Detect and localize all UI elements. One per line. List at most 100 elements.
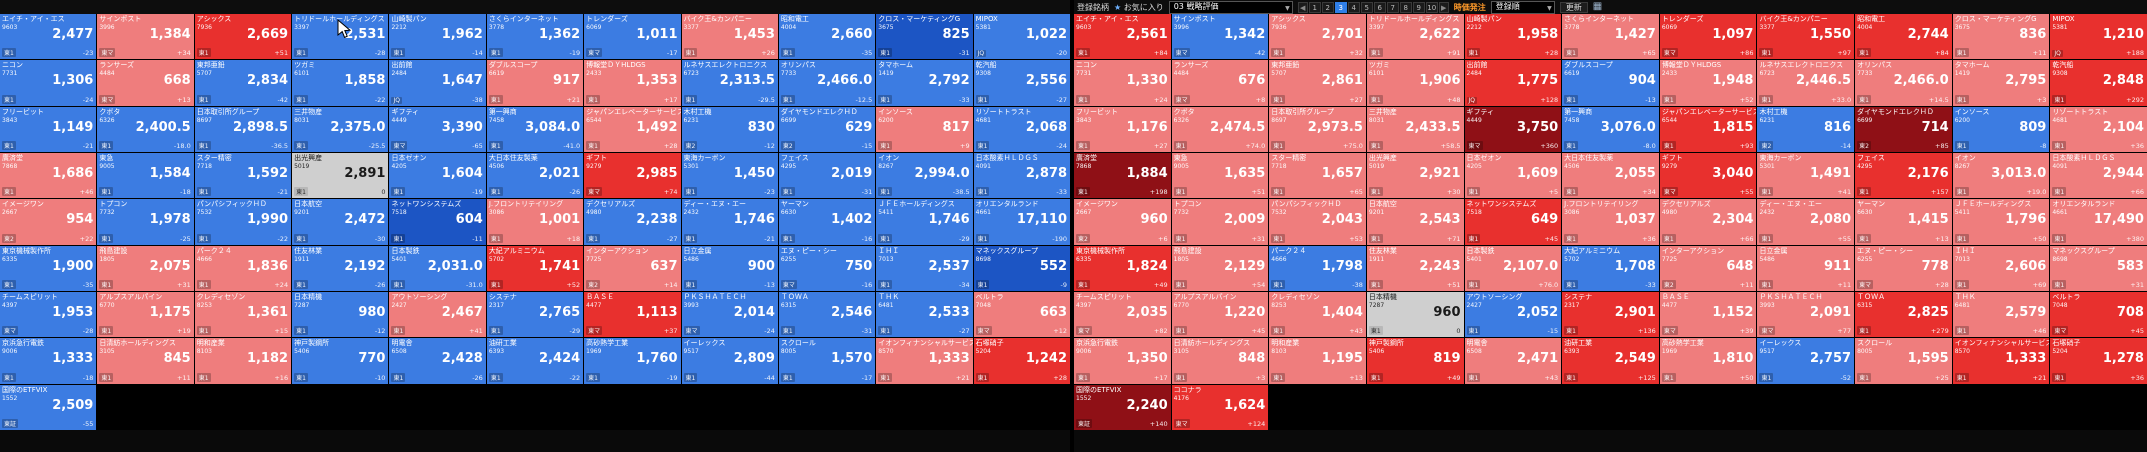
stock-tile[interactable]: 東急 9005 1,584 -18 東1	[97, 152, 194, 199]
stock-tile[interactable]: ディー・エヌ・エー 2432 1,746 -21 東1	[681, 199, 778, 245]
stock-tile[interactable]: 日本航空 9201 2,472 -30 東1	[292, 199, 389, 245]
stock-tile[interactable]: フリービット 3843 1,176 +27 東1	[1074, 106, 1171, 152]
stock-tile[interactable]: 油研工業 6393 2,424 -22 東1	[486, 338, 584, 384]
stock-tile[interactable]: クロス・マーケティングG 3675 825 -31 東1	[876, 14, 973, 60]
stock-tile[interactable]: アシックス 7936 2,701 +32 東1	[1269, 14, 1366, 60]
stock-tile[interactable]: デクセリアルズ 4980 2,304 +66 東1	[1659, 199, 1757, 245]
stock-tile[interactable]: トリドールホールディングス 3397 2,622 +91 東1	[1366, 14, 1464, 60]
page-button[interactable]: 8	[1399, 1, 1412, 13]
stock-tile[interactable]: スクロール 8005 1,570 -17 東1	[778, 338, 876, 384]
stock-tile[interactable]: 東急 9005 1,635 +51 東1	[1171, 152, 1269, 199]
stock-tile[interactable]: イメージワン 2667 960 +6 東2	[1074, 199, 1171, 245]
stock-tile[interactable]: 飛島建設 1805 2,075 +31 東1	[97, 245, 194, 291]
refresh-button[interactable]: 更新	[1559, 1, 1588, 13]
stock-tile[interactable]: システナ 2317 2,901 +136 東1	[1562, 291, 1659, 338]
stock-tile[interactable]: 明電舎 6508 2,428 -26 東1	[389, 338, 486, 384]
stock-tile[interactable]: サインポスト 3996 1,342 -42 東マ	[1171, 14, 1269, 60]
stock-tile[interactable]: 京浜急行電鉄 9006 1,350 +17 東1	[1074, 338, 1171, 384]
stock-tile[interactable]: 日清紡ホールディングス 3105 845 +11 東1	[97, 338, 194, 384]
stock-tile[interactable]: ダイヤモンドエレクＨＤ 6699 629 -15 東2	[778, 106, 876, 152]
stock-tile[interactable]: 神戸製鋼所 5406 819 +49 東1	[1366, 338, 1464, 384]
stock-tile[interactable]: 日本酸素ＨＬＤＧＳ 4091 2,878 -33 東1	[973, 152, 1070, 199]
stock-tile[interactable]: マネックスグループ 8698 552 -9 東1	[973, 245, 1070, 291]
stock-tile[interactable]: クボタ 6326 2,474.5 +74.0 東1	[1171, 106, 1269, 152]
stock-tile[interactable]: クレディセゾン 8253 1,404 +43 東1	[1269, 291, 1366, 338]
stock-tile[interactable]: 日本酸素ＨＬＤＧＳ 4091 2,944 +66 東1	[2050, 152, 2147, 199]
stock-tile[interactable]: ツガミ 6101 1,906 +48 東1	[1366, 60, 1464, 106]
stock-tile[interactable]: 東京機械製作所 6335 1,900 -35 東1	[0, 245, 97, 291]
stock-tile[interactable]: トレンダーズ 6069 1,011 -17 東マ	[584, 14, 681, 60]
stock-tile[interactable]: オリンパス 7733 2,466.0 +14.5 東1	[1855, 60, 1952, 106]
stock-tile[interactable]: ジャパンエレベーターサービスＨＤ6544 1,492 +28 東1	[584, 106, 681, 152]
stock-tile[interactable]: サインポスト 3996 1,384 +34 東マ	[97, 14, 194, 60]
stock-tile[interactable]: イーレックス 9517 2,809 -44 東1	[681, 338, 778, 384]
stock-tile[interactable]: ギフト 9279 3,040 +55 東マ	[1659, 152, 1757, 199]
stock-tile[interactable]: マネックスグループ 8698 583 +31 東1	[2050, 245, 2147, 291]
stock-tile[interactable]: スター精密 7718 1,657 +65 東1	[1269, 152, 1366, 199]
stock-tile[interactable]: ヤーマン 6630 1,415 +13 東1	[1855, 199, 1952, 245]
stock-tile[interactable]: 木村工機 6231 830 -12 東2	[681, 106, 778, 152]
sort-select[interactable]: 登録順 ▼	[1490, 0, 1555, 14]
stock-tile[interactable]: 日本取引所グループ 8697 2,973.5 +75.0 東1	[1269, 106, 1366, 152]
stock-tile[interactable]: 三井物産 8031 2,433.5 +58.5 東1	[1366, 106, 1464, 152]
stock-tile[interactable]: ＰＫＳＨＡＴＥＣＨ 3993 2,014 -24 東マ	[681, 291, 778, 338]
stock-tile[interactable]: 博報堂ＤＹHLDGS 2433 1,948 +52 東1	[1659, 60, 1757, 106]
stock-tile[interactable]: 日本製鉄 5401 2,107.0 +76.0 東1	[1464, 245, 1562, 291]
stock-tile[interactable]: タマホーム 1419 2,792 -33 東1	[876, 60, 973, 106]
stock-tile[interactable]: イオン 8267 2,994.0 -38.5 東1	[876, 152, 973, 199]
stock-tile[interactable]: 昭和電工 4004 2,660 -35 東1	[778, 14, 876, 60]
stock-tile[interactable]: 山崎製パン 2212 1,962 -14 東1	[389, 14, 486, 60]
stock-tile[interactable]: クレディセゾン 8253 1,361 +15 東1	[194, 291, 292, 338]
stock-tile[interactable]: パンパシフィックＨＤ 7532 2,043 +53 東1	[1269, 199, 1366, 245]
stock-tile[interactable]: 住友林業 1911 2,192 -26 東1	[292, 245, 389, 291]
page-button[interactable]: 10	[1425, 1, 1438, 13]
stock-tile[interactable]: ルネサスエレクトロニクス 6723 2,446.5 +33.0 東1	[1757, 60, 1855, 106]
stock-tile[interactable]: ギフティ 4449 3,750 +360 東マ	[1464, 106, 1562, 152]
stock-tile[interactable]: 第一興商 7458 3,076.0 -8.0 東1	[1562, 106, 1659, 152]
stock-tile[interactable]: タマホーム 1419 2,795 +3 東1	[1952, 60, 2050, 106]
stock-tile[interactable]: 石塚硝子 5204 1,242 +28 東1	[973, 338, 1070, 384]
stock-tile[interactable]: リゾートトラスト 4681 2,068 -24 東1	[973, 106, 1070, 152]
stock-tile[interactable]: 日本精機 7287 980 -12 東1	[292, 291, 389, 338]
stock-tile[interactable]: パンパシフィックＨＤ 7532 1,990 -22 東1	[194, 199, 292, 245]
stock-tile[interactable]: 大日本住友製薬 4506 2,055 +34 東1	[1562, 152, 1659, 199]
stock-tile[interactable]: MIPOX 5381 1,022 -20 JQ	[973, 14, 1070, 60]
stock-tile[interactable]: 高砂熱学工業 1969 1,760 -19 東1	[584, 338, 681, 384]
stock-tile[interactable]: ギフト 9279 2,985 +74 東マ	[584, 152, 681, 199]
stock-tile[interactable]: チームスピリット 4397 2,035 +82 東マ	[1074, 291, 1171, 338]
stock-tile[interactable]: イオンフィナンシャルサービス 8570 1,333 +21 東1	[876, 338, 973, 384]
stock-tile[interactable]: 日本取引所グループ 8697 2,898.5 -36.5 東1	[194, 106, 292, 152]
stock-tile[interactable]: アシックス 7936 2,669 +51 東1	[194, 14, 292, 60]
stock-tile[interactable]: ＴＨＫ 6481 2,579 +46 東1	[1952, 291, 2050, 338]
stock-tile[interactable]: デクセリアルズ 4980 2,238 -27 東1	[584, 199, 681, 245]
stock-tile[interactable]: エヌ・ピー・シー 6255 750 -16 東マ	[778, 245, 876, 291]
stock-tile[interactable]: ＰＫＳＨＡＴＥＣＨ 3993 2,091 +77 東マ	[1757, 291, 1855, 338]
stock-tile[interactable]: パーク２４ 4666 1,798 -38 東1	[1269, 245, 1366, 291]
stock-tile[interactable]: ＪＦＥホールディングス 5411 1,746 -29 東1	[876, 199, 973, 245]
stock-tile[interactable]: 木村工機 6231 816 -14 東2	[1757, 106, 1855, 152]
stock-tile[interactable]: バイク王&カンパニー 3377 1,550 +97 東1	[1757, 14, 1855, 60]
stock-tile[interactable]: ヤーマン 6630 1,402 -16 東1	[778, 199, 876, 245]
stock-tile[interactable]: 廣済堂 7868 1,686 +46 東1	[0, 152, 97, 199]
stock-tile[interactable]: リゾートトラスト 4681 2,104 +36 東1	[2050, 106, 2147, 152]
stock-tile[interactable]: アウトソーシング 2427 2,052 -15 東1	[1464, 291, 1562, 338]
page-next-button[interactable]: ▶	[1438, 1, 1449, 13]
favorites-button[interactable]: ★ お気に入り	[1114, 2, 1164, 13]
stock-tile[interactable]: ダブルスコープ 6619 904 -13 東1	[1562, 60, 1659, 106]
page-button[interactable]: 7	[1386, 1, 1399, 13]
stock-tile[interactable]: 大日本住友製薬 4506 2,021 -26 東1	[486, 152, 584, 199]
order-mode-label[interactable]: 時価発注	[1453, 2, 1486, 12]
stock-tile[interactable]: 石塚硝子 5204 1,278 +36 東1	[2050, 338, 2147, 384]
stock-tile[interactable]: ネットワンシステムズ 7518 604 -11 東1	[389, 199, 486, 245]
stock-tile[interactable]: 住友林業 1911 2,243 +51 東1	[1366, 245, 1464, 291]
stock-tile[interactable]: 東邦亜鉛 5707 2,861 +27 東1	[1269, 60, 1366, 106]
stock-tile[interactable]: ＩＨＩ 7013 2,606 +69 東1	[1952, 245, 2050, 291]
stock-tile[interactable]: 神戸製鋼所 5406 770 -10 東1	[292, 338, 389, 384]
stock-tile[interactable]: 東京機械製作所 6335 1,824 +49 東1	[1074, 245, 1171, 291]
stock-tile[interactable]: ニコン 7731 1,330 +24 東1	[1074, 60, 1171, 106]
stock-tile[interactable]: ダブルスコープ 6619 917 +21 東1	[486, 60, 584, 106]
stock-tile[interactable]: イーレックス 9517 2,757 -52 東1	[1757, 338, 1855, 384]
stock-tile[interactable]: トリドールホールディングス 3397 2,531 -28 東1	[292, 14, 389, 60]
watchlist-select[interactable]: 03 戦略評価 ▼	[1168, 0, 1293, 14]
stock-tile[interactable]: インソース 6200 817 +9 東1	[876, 106, 973, 152]
